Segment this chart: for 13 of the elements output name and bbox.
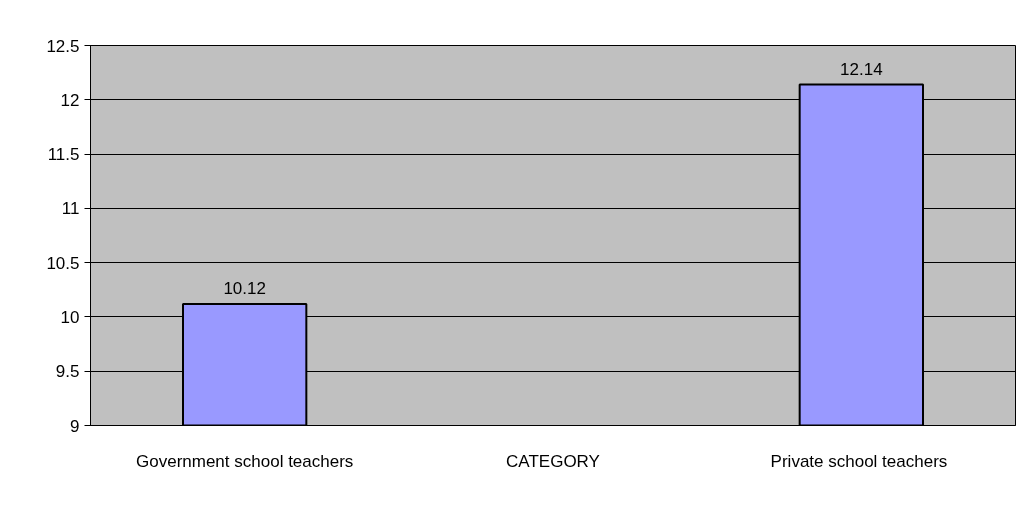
y-tick-label: 9.5 xyxy=(55,362,80,382)
x-tick-label: Government school teachers xyxy=(136,451,354,471)
y-tick-label: 9 xyxy=(70,416,80,436)
x-tick-label: Private school teachers xyxy=(770,451,948,471)
data-label: 10.12 xyxy=(223,278,266,298)
y-tick-label: 12.5 xyxy=(46,36,80,56)
y-tick-label: 11 xyxy=(61,199,80,219)
y-tick-label: 10.5 xyxy=(46,253,80,273)
y-tick-label: 11.5 xyxy=(47,145,80,165)
y-tick-label: 12 xyxy=(60,90,80,110)
y-tick-label: 10 xyxy=(60,307,80,327)
x-tick-label: CATEGORY xyxy=(506,451,600,471)
data-label: 12.14 xyxy=(840,59,883,79)
